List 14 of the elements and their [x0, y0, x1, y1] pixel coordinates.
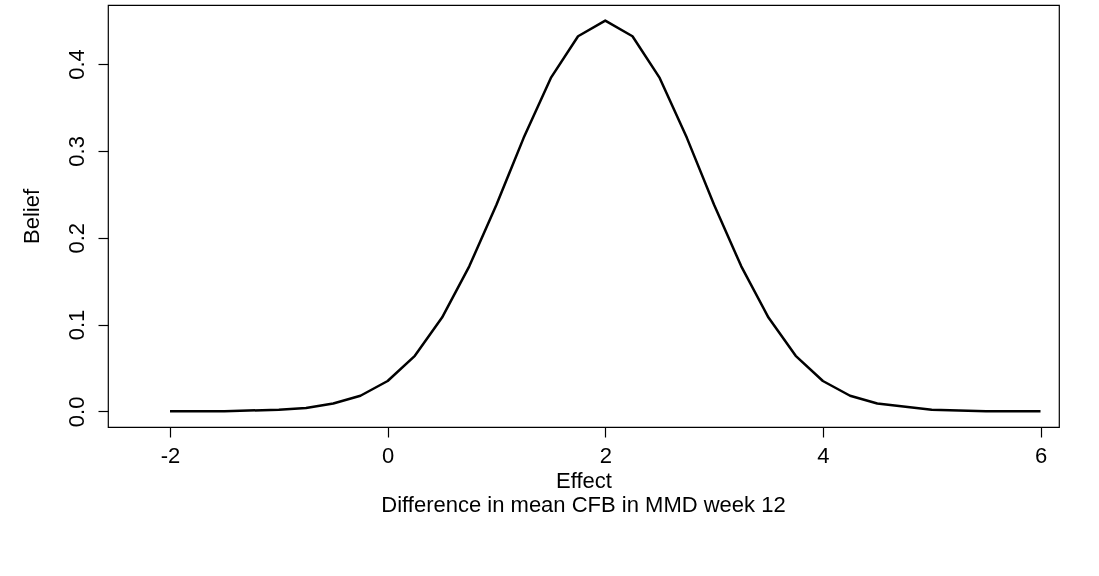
y-tick-label: 0.3 [63, 136, 89, 167]
y-axis-title: Belief [18, 188, 44, 245]
x-tick-label: 2 [599, 442, 612, 468]
x-tick-label: 6 [1034, 442, 1048, 468]
line-series [168, 19, 1042, 413]
x-tick-label: 0 [382, 442, 395, 468]
x-axis-title: Effect [556, 467, 612, 493]
x-tick-label: -2 [160, 442, 181, 468]
y-tick-label: 0.2 [63, 222, 89, 254]
x-tick-label: 4 [817, 442, 830, 468]
text: Difference in mean CFB in MMD week 12 [381, 492, 786, 517]
y-tick-label: 0.4 [63, 49, 89, 80]
y-tick-label: 0.0 [63, 396, 89, 428]
y-tick-label: 0.1 [63, 309, 89, 341]
